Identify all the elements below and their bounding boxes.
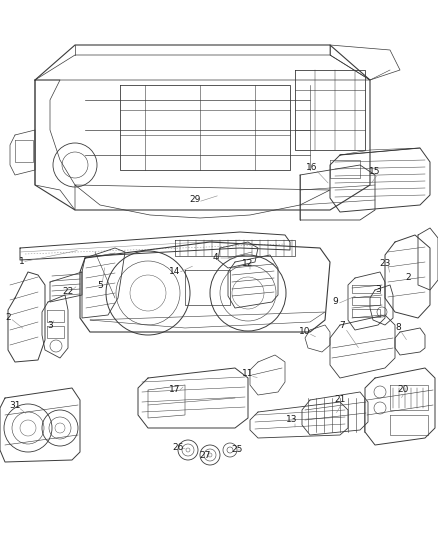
Text: 29: 29 xyxy=(189,196,201,205)
Text: 17: 17 xyxy=(169,385,181,394)
Text: 3: 3 xyxy=(47,320,53,329)
Text: 14: 14 xyxy=(170,268,181,277)
Text: 27: 27 xyxy=(199,450,211,459)
Text: 5: 5 xyxy=(97,280,103,289)
Text: 2: 2 xyxy=(5,313,11,322)
Text: 3: 3 xyxy=(375,286,381,295)
Text: 2: 2 xyxy=(405,273,411,282)
Text: 13: 13 xyxy=(286,416,298,424)
Text: 16: 16 xyxy=(306,164,318,173)
Text: 4: 4 xyxy=(212,254,218,262)
Text: 10: 10 xyxy=(299,327,311,336)
Text: 11: 11 xyxy=(242,369,254,378)
Text: 9: 9 xyxy=(332,297,338,306)
Text: 8: 8 xyxy=(395,324,401,333)
Text: 15: 15 xyxy=(369,167,381,176)
Text: 31: 31 xyxy=(9,400,21,409)
Text: 25: 25 xyxy=(231,446,243,455)
Text: 7: 7 xyxy=(339,321,345,330)
Text: 26: 26 xyxy=(172,442,184,451)
Text: 12: 12 xyxy=(242,259,254,268)
Text: 23: 23 xyxy=(379,259,391,268)
Text: 1: 1 xyxy=(19,257,25,266)
Text: 20: 20 xyxy=(397,385,409,394)
Text: 21: 21 xyxy=(334,395,346,405)
Text: 22: 22 xyxy=(62,287,74,295)
